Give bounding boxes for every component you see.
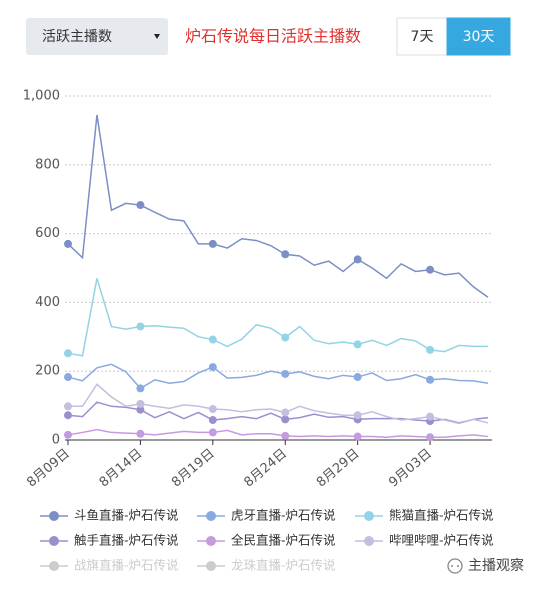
x-tick-label: 9月03日 [386, 446, 435, 490]
data-point [426, 433, 435, 442]
data-point [208, 416, 217, 425]
watermark-icon [447, 558, 463, 574]
y-tick-label: 1,000 [23, 89, 60, 104]
data-point [353, 255, 362, 264]
y-tick-label: 200 [35, 364, 60, 379]
y-tick-label: 0 [52, 433, 60, 448]
range-button-label: 30天 [463, 29, 495, 45]
legend-marker [364, 536, 374, 546]
data-point [281, 369, 290, 378]
dropdown-arrow [154, 34, 160, 39]
x-tick-label: 8月09日 [24, 446, 73, 490]
dropdown[interactable] [26, 18, 168, 55]
series-line [67, 363, 489, 390]
data-point [208, 428, 217, 437]
legend-label[interactable]: 全民直播-炉石传说 [231, 533, 336, 548]
legend-label[interactable]: 熊猫直播-炉石传说 [389, 508, 494, 523]
data-point [136, 384, 145, 393]
series-line [67, 278, 488, 357]
legend-marker [206, 561, 216, 571]
data-point [64, 349, 72, 358]
legend-label[interactable]: 战旗直播-炉石传说 [74, 558, 179, 573]
legend-label[interactable]: 斗鱼直播-炉石传说 [74, 508, 179, 523]
legend-marker [206, 511, 216, 521]
data-point [426, 375, 435, 384]
data-point [426, 345, 435, 354]
data-point [136, 429, 145, 438]
y-tick-label: 800 [35, 157, 60, 172]
data-point [136, 405, 145, 414]
legend-marker [206, 536, 216, 546]
legend-label[interactable]: 哔哩哔哩-炉石传说 [389, 533, 494, 548]
data-point [208, 335, 217, 344]
x-tick-label: 8月29日 [314, 446, 363, 490]
data-point [208, 405, 217, 414]
chart-title: 炉石传说每日活跃主播数 [185, 27, 361, 46]
data-point [426, 265, 435, 274]
data-point [353, 373, 362, 382]
data-point [426, 412, 435, 421]
legend-label[interactable]: 虎牙直播-炉石传说 [231, 508, 336, 523]
data-point [281, 431, 290, 440]
x-tick-label: 8月24日 [241, 446, 290, 490]
series-line [67, 114, 489, 298]
data-point [353, 411, 362, 420]
data-point [64, 373, 72, 382]
legend-label[interactable]: 触手直播-炉石传说 [74, 533, 179, 548]
data-point [353, 432, 362, 441]
data-point [281, 333, 290, 342]
data-point [281, 250, 290, 259]
watermark: 主播观察 [468, 557, 524, 574]
legend-marker [49, 511, 59, 521]
legend-marker [364, 511, 374, 521]
data-point [136, 322, 145, 331]
data-point [64, 430, 72, 439]
series-line [68, 383, 489, 425]
data-point [353, 340, 362, 349]
data-point [136, 201, 145, 210]
x-tick-label: 8月19日 [169, 446, 218, 490]
data-point [64, 402, 72, 411]
y-tick-label: 600 [35, 226, 60, 241]
data-point [64, 411, 72, 420]
data-point [281, 415, 290, 424]
data-point [64, 239, 72, 248]
data-point [208, 239, 217, 248]
data-point [208, 363, 217, 372]
series-line [67, 428, 489, 438]
data-point [281, 408, 290, 417]
data-point [136, 399, 145, 408]
range-button[interactable] [446, 17, 511, 56]
dropdown-label: 活跃主播数 [42, 29, 112, 45]
legend-label[interactable]: 龙珠直播-炉石传说 [231, 558, 336, 573]
legend-marker [49, 561, 59, 571]
range-button-label: 7天 [411, 29, 434, 45]
x-tick-label: 8月14日 [97, 446, 146, 490]
y-tick-label: 400 [35, 295, 60, 310]
legend-marker [49, 536, 59, 546]
